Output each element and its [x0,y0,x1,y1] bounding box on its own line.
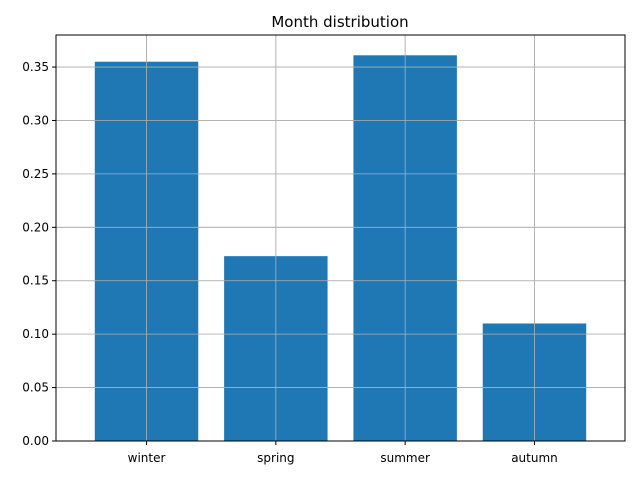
bars-layer [94,55,587,442]
ticks-layer: 0.00 0.05 0.10 0.15 0.20 0.25 0.30 0.35 winter sp… [22,34,626,465]
y-tick-label: 0.30 [22,113,49,127]
x-tick-label: spring [257,451,294,465]
x-tick-label: summer [380,451,430,465]
y-tick-label: 0.20 [22,220,49,234]
y-tick-label: 0.15 [22,274,49,288]
y-tick-label: 0.35 [22,60,49,74]
x-tick-label: winter [128,451,166,465]
chart-title: Month distribution [271,13,408,31]
plot-frame [55,34,626,442]
x-tick-label: autumn [511,451,558,465]
y-tick-label: 0.10 [22,327,49,341]
y-tick-label: 0.25 [22,167,49,181]
y-tick-label: 0.05 [22,381,49,395]
y-tick-label: 0.00 [22,434,49,448]
